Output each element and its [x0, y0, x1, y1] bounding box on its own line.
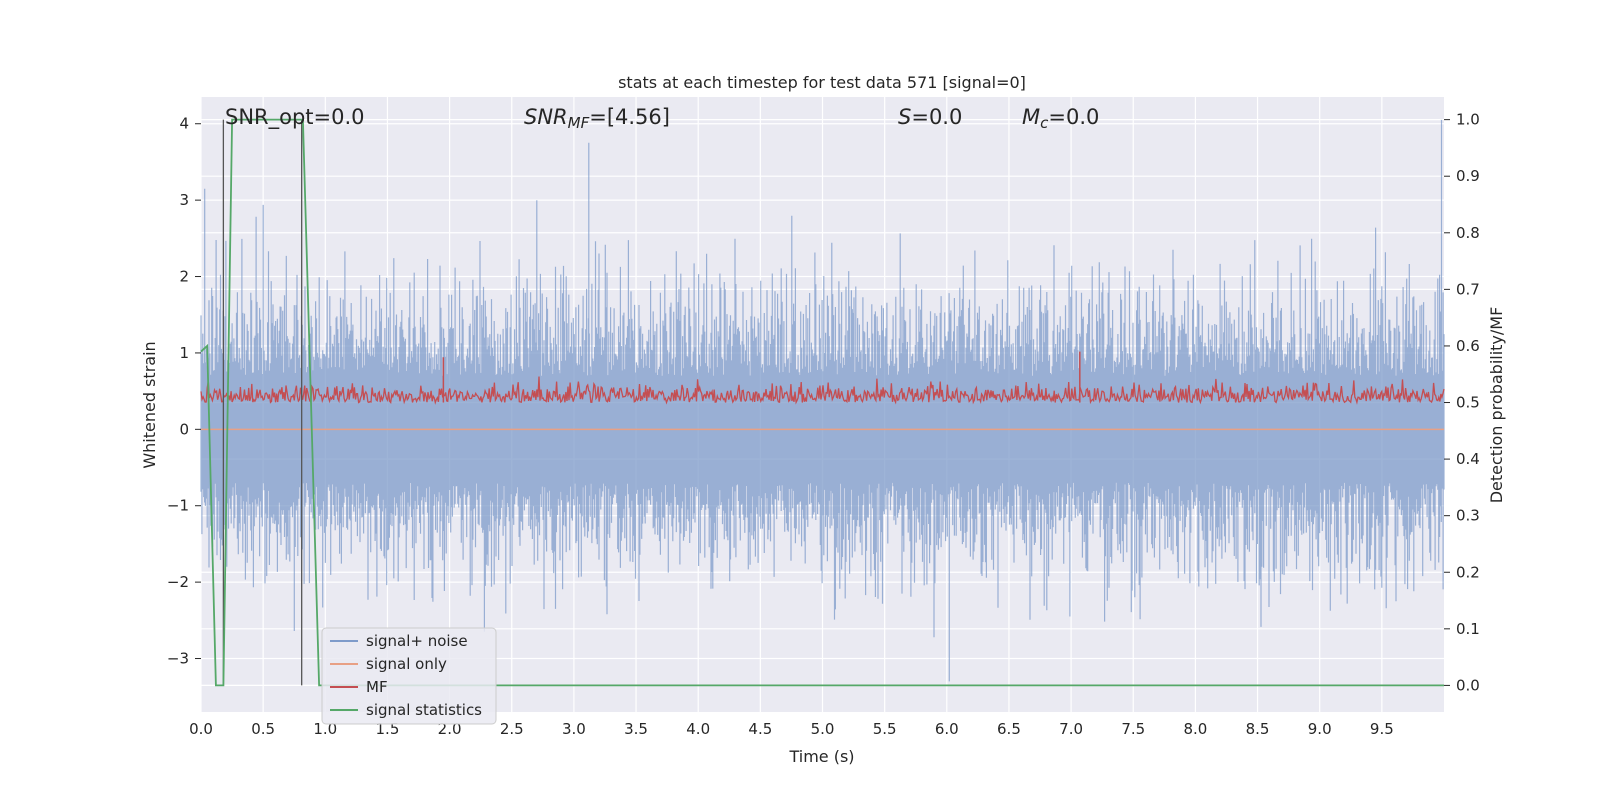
vertical-markers: [222, 119, 303, 686]
legend-label: signal+ noise: [366, 632, 468, 650]
y-tick-label: −2: [167, 573, 189, 591]
y-right-axis-label: Detection probability/MF: [1487, 307, 1506, 504]
legend-item-signal-statistics: signal statistics: [330, 701, 482, 719]
y-axis-label: Whitened strain: [140, 341, 159, 468]
x-tick-label: 5.0: [811, 720, 835, 738]
legend-label: signal only: [366, 655, 447, 673]
mf-series: [200, 351, 1445, 405]
x-axis-label: Time (s): [788, 747, 854, 766]
mc-annotation: Mc=0.0: [1022, 105, 1099, 132]
x-tick-label: 5.5: [873, 720, 897, 738]
x-tick-label: 0.0: [189, 720, 213, 738]
x-tick-label: 9.5: [1370, 720, 1394, 738]
y-tick-label: 4: [179, 115, 189, 133]
snr-opt-annotation: SNR_opt=0.0: [225, 105, 365, 130]
x-tick-label: 9.0: [1308, 720, 1332, 738]
signal-statistics-line: [200, 118, 1444, 687]
x-tick-label: 2.5: [500, 720, 524, 738]
legend-item-signal-only: signal only: [330, 655, 447, 673]
x-tick-label: 8.0: [1183, 720, 1207, 738]
x-tick-label: 3.5: [624, 720, 648, 738]
y-right-tick-label: 0.4: [1456, 450, 1480, 468]
y-tick-label: 0: [179, 420, 189, 438]
y-right-tick-label: 0.9: [1456, 167, 1480, 185]
legend: signal+ noise signal only MF signal stat…: [321, 627, 497, 725]
y-axis-ticks: 4 3 2 1 0 −1 −2 −3: [167, 115, 201, 668]
chart-title: stats at each timestep for test data 571…: [618, 73, 1026, 92]
signal-statistics-series: [200, 118, 1444, 687]
y-tick-label: 1: [179, 344, 189, 362]
y-tick-label: −3: [167, 650, 189, 668]
x-tick-label: 7.0: [1059, 720, 1083, 738]
x-tick-label: 7.5: [1121, 720, 1145, 738]
y-right-tick-label: 0.0: [1456, 676, 1480, 694]
s-annotation: S=0.0: [898, 105, 962, 129]
x-tick-label: 6.0: [935, 720, 959, 738]
y-tick-label: −1: [167, 497, 189, 515]
y-right-tick-label: 0.7: [1456, 280, 1480, 298]
snr-mf-annotation: SNRMF=[4.56]: [524, 105, 670, 132]
x-tick-label: 8.5: [1246, 720, 1270, 738]
y-right-tick-label: 0.6: [1456, 337, 1480, 355]
legend-item-mf: MF: [330, 678, 388, 696]
x-tick-label: 4.5: [748, 720, 772, 738]
y-right-tick-label: 1.0: [1456, 111, 1480, 129]
y-right-axis-ticks: 1.0 0.9 0.8 0.7 0.6 0.5 0.4 0.3 0.2 0.1 0.0: [1444, 111, 1480, 694]
y-tick-label: 2: [179, 268, 189, 286]
legend-label: MF: [366, 678, 388, 696]
legend-box: [321, 627, 497, 725]
legend-item-signal-noise: signal+ noise: [330, 632, 468, 650]
mf-line: [200, 376, 1445, 405]
x-tick-label: 6.5: [997, 720, 1021, 738]
y-right-tick-label: 0.1: [1456, 620, 1480, 638]
y-right-tick-label: 0.8: [1456, 224, 1480, 242]
x-tick-label: 0.5: [251, 720, 275, 738]
y-right-tick-label: 0.5: [1456, 394, 1480, 412]
y-right-tick-label: 0.3: [1456, 507, 1480, 525]
legend-label: signal statistics: [366, 701, 482, 719]
x-tick-label: 4.0: [686, 720, 710, 738]
x-tick-label: 3.0: [562, 720, 586, 738]
y-tick-label: 3: [179, 191, 189, 209]
y-right-tick-label: 0.2: [1456, 563, 1480, 581]
